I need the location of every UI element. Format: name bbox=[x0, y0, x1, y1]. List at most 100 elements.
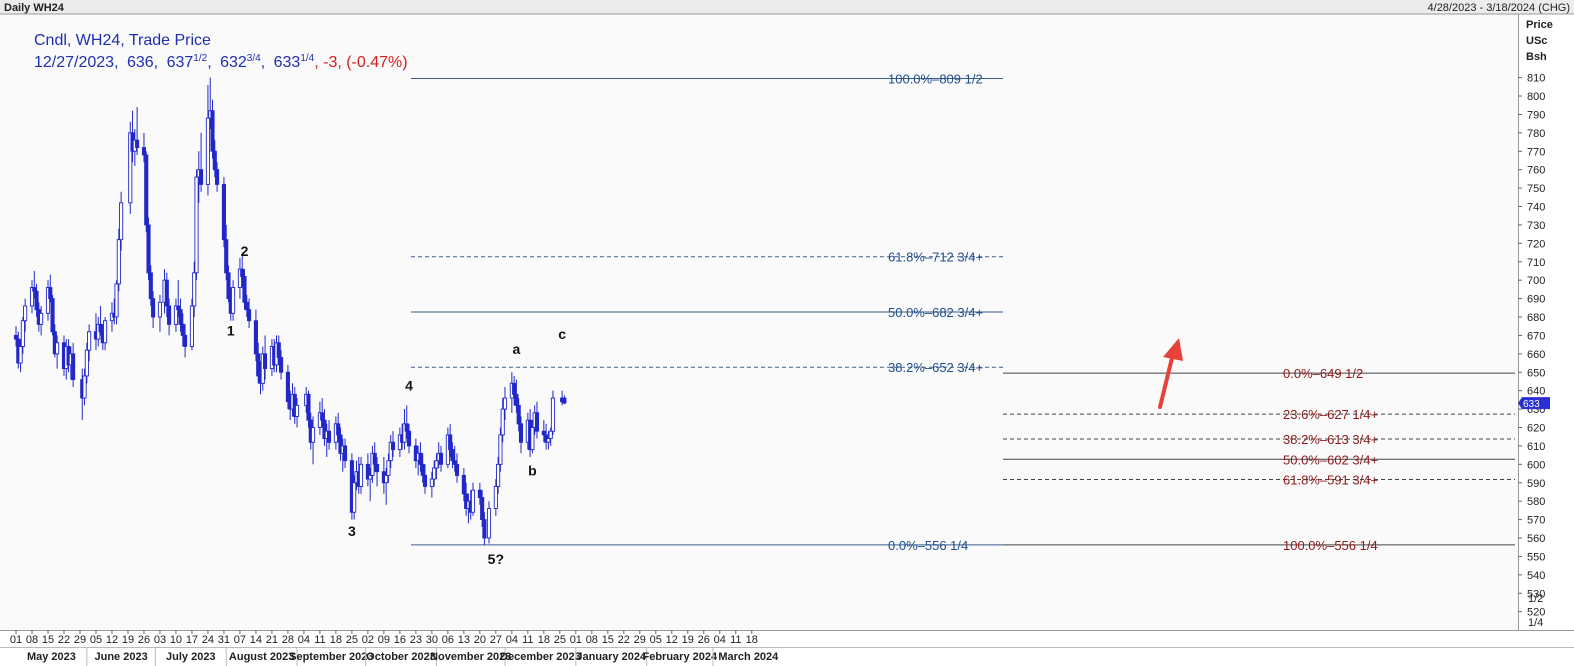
candle-body bbox=[450, 449, 455, 462]
y-tick-label: 720 bbox=[1527, 238, 1545, 250]
y-tick-label: 680 bbox=[1527, 312, 1545, 324]
candle-body bbox=[404, 423, 409, 432]
x-tick: 25 bbox=[554, 630, 566, 646]
x-tick: 13 bbox=[458, 630, 470, 646]
candle-body bbox=[39, 312, 44, 325]
fib-label: 50.0%–602 3/4+ bbox=[1283, 452, 1378, 467]
candle bbox=[164, 272, 169, 318]
x-tick-label: 11 bbox=[730, 634, 741, 646]
y-tick-label: 640 bbox=[1527, 386, 1545, 398]
fib-level: 50.0%–602 3/4+ bbox=[1003, 452, 1515, 467]
candle bbox=[352, 475, 357, 520]
candle bbox=[32, 270, 37, 299]
candle bbox=[39, 305, 44, 336]
x-month-label: November 2023 bbox=[430, 651, 511, 663]
candle-body bbox=[148, 272, 153, 300]
candle bbox=[482, 512, 487, 546]
x-tick-label: 18 bbox=[746, 634, 758, 646]
candle-body bbox=[438, 452, 444, 465]
y-tick: 710 bbox=[1518, 257, 1545, 269]
candle-body bbox=[189, 305, 194, 347]
candle bbox=[390, 431, 396, 457]
y-tick: 640 bbox=[1518, 386, 1545, 398]
candle bbox=[247, 298, 252, 329]
x-tick-label: 05 bbox=[650, 634, 662, 646]
x-tick-label: 23 bbox=[410, 634, 422, 646]
last-price-tag: 633 bbox=[1518, 397, 1550, 410]
x-tick: 12 bbox=[106, 630, 118, 646]
candle-body bbox=[84, 349, 89, 377]
candle-body bbox=[368, 474, 373, 480]
x-month-label: October 2023 bbox=[366, 651, 436, 663]
x-tick-label: 16 bbox=[394, 634, 406, 646]
candle-body bbox=[514, 393, 519, 406]
candle bbox=[518, 416, 524, 454]
candle bbox=[368, 468, 373, 502]
x-tick-label: 20 bbox=[474, 634, 486, 646]
candle-body bbox=[530, 427, 535, 451]
y-axis-title-line-3: Bsh bbox=[1526, 51, 1547, 63]
x-tick-label: 10 bbox=[170, 634, 182, 646]
candle-body bbox=[512, 382, 517, 395]
candle bbox=[386, 453, 391, 483]
x-tick: 20 bbox=[474, 630, 486, 646]
candle-body bbox=[386, 460, 391, 476]
y-tick-label: 670 bbox=[1527, 330, 1545, 342]
candle-body bbox=[482, 519, 487, 539]
x-tick-label: 12 bbox=[106, 634, 118, 646]
candle-body bbox=[486, 508, 492, 539]
x-month-label: August 2023 bbox=[229, 651, 294, 663]
x-tick-label: 25 bbox=[346, 634, 358, 646]
x-tick: 11 bbox=[522, 630, 534, 646]
fib-level: 0.0%–649 1/2 bbox=[1003, 366, 1515, 381]
candle bbox=[418, 442, 423, 472]
x-tick: 02 bbox=[362, 630, 374, 646]
candle-body bbox=[18, 346, 23, 364]
candle bbox=[285, 364, 290, 410]
x-tick: 06 bbox=[442, 630, 454, 646]
x-tick-label: 29 bbox=[74, 634, 86, 646]
candle bbox=[215, 162, 220, 192]
x-tick-label: 15 bbox=[42, 634, 54, 646]
candle-body bbox=[402, 423, 407, 443]
candle bbox=[55, 335, 60, 369]
candle bbox=[224, 224, 229, 281]
candle-body bbox=[432, 467, 437, 480]
candle bbox=[29, 280, 35, 314]
candle-body bbox=[199, 169, 204, 185]
x-tick: 07 bbox=[234, 630, 246, 646]
y-axis-fraction-1: 1/2 bbox=[1528, 593, 1543, 605]
candle bbox=[263, 335, 268, 380]
candle-body bbox=[114, 283, 119, 318]
fib-level: 61.8%–712 3/4+ bbox=[411, 250, 1003, 265]
y-tick: 720 bbox=[1518, 238, 1545, 250]
x-tick-label: 24 bbox=[202, 634, 214, 646]
x-tick: 05 bbox=[90, 630, 102, 646]
candle bbox=[432, 460, 437, 487]
x-tick: 28 bbox=[282, 630, 294, 646]
y-tick-label: 650 bbox=[1527, 367, 1545, 379]
candle bbox=[434, 453, 439, 480]
candle-body bbox=[82, 375, 87, 399]
candle-body bbox=[103, 320, 108, 344]
candle bbox=[173, 298, 179, 332]
candle bbox=[119, 191, 124, 251]
candle bbox=[404, 405, 409, 439]
series-descriptor: Cndl, WH24, Trade Price bbox=[34, 32, 211, 49]
candle-body bbox=[546, 438, 551, 443]
x-month: January 2024 bbox=[575, 648, 647, 666]
x-tick-label: 25 bbox=[554, 634, 566, 646]
x-tick-label: 05 bbox=[90, 634, 102, 646]
x-tick: 19 bbox=[122, 630, 134, 646]
y-tick-label: 800 bbox=[1527, 91, 1545, 103]
x-tick-label: 31 bbox=[218, 634, 230, 646]
candle bbox=[226, 265, 231, 303]
candle bbox=[192, 261, 197, 318]
y-tick-label: 690 bbox=[1527, 294, 1545, 306]
candle bbox=[242, 269, 247, 310]
y-tick-label: 590 bbox=[1527, 478, 1545, 490]
candle-body bbox=[13, 334, 19, 340]
candle-body bbox=[480, 497, 485, 521]
wave-label: a bbox=[513, 341, 521, 357]
y-tick: 660 bbox=[1518, 349, 1545, 361]
